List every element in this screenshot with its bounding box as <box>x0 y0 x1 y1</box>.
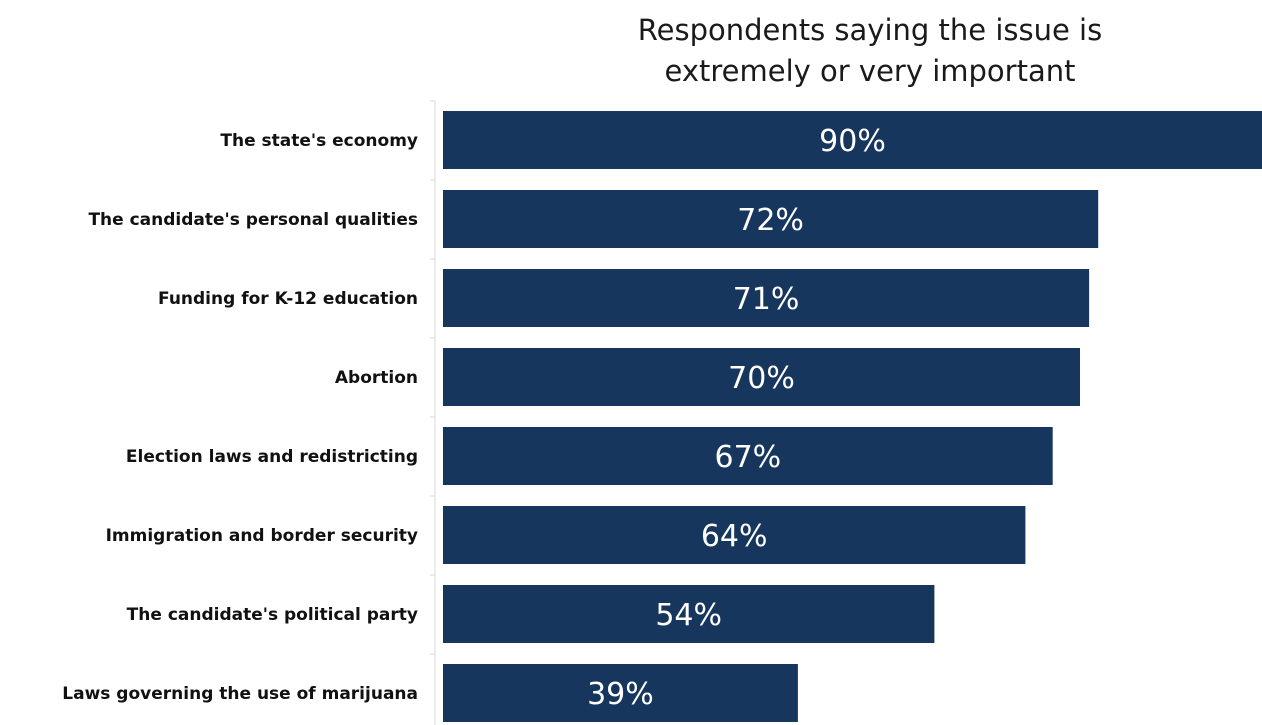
category-label: The candidate's personal qualities <box>88 210 418 230</box>
bars-layer <box>443 111 1262 722</box>
bar <box>443 506 1026 564</box>
category-label: Election laws and redistricting <box>126 447 418 467</box>
bar <box>443 664 798 722</box>
bar <box>443 190 1099 248</box>
chart-title: Respondents saying the issue is extremel… <box>520 10 1220 92</box>
data-label: 39% <box>587 677 654 712</box>
category-label: Funding for K-12 education <box>158 289 418 309</box>
bar <box>443 585 935 643</box>
data-label: 54% <box>655 598 722 633</box>
bar <box>443 427 1053 485</box>
category-label: Abortion <box>335 368 418 388</box>
data-label: 67% <box>715 440 782 475</box>
labels-layer: The state's economy 90% The candidate's pe… <box>62 124 886 712</box>
data-label: 90% <box>819 124 886 159</box>
data-label: 72% <box>737 203 804 238</box>
category-label: Laws governing the use of marijuana <box>62 684 418 704</box>
data-label: 64% <box>701 519 768 554</box>
category-label: The state's economy <box>220 131 418 151</box>
data-label: 70% <box>728 361 795 396</box>
data-label: 71% <box>733 282 800 317</box>
category-label: The candidate's political party <box>127 605 418 625</box>
bar <box>443 269 1090 327</box>
chart-title-line-2: extremely or very important <box>664 54 1076 88</box>
bar <box>443 348 1080 406</box>
bar <box>443 111 1262 169</box>
axis-layer <box>430 100 436 725</box>
chart-title-line-1: Respondents saying the issue is <box>637 13 1103 47</box>
category-label: Immigration and border security <box>106 526 418 546</box>
